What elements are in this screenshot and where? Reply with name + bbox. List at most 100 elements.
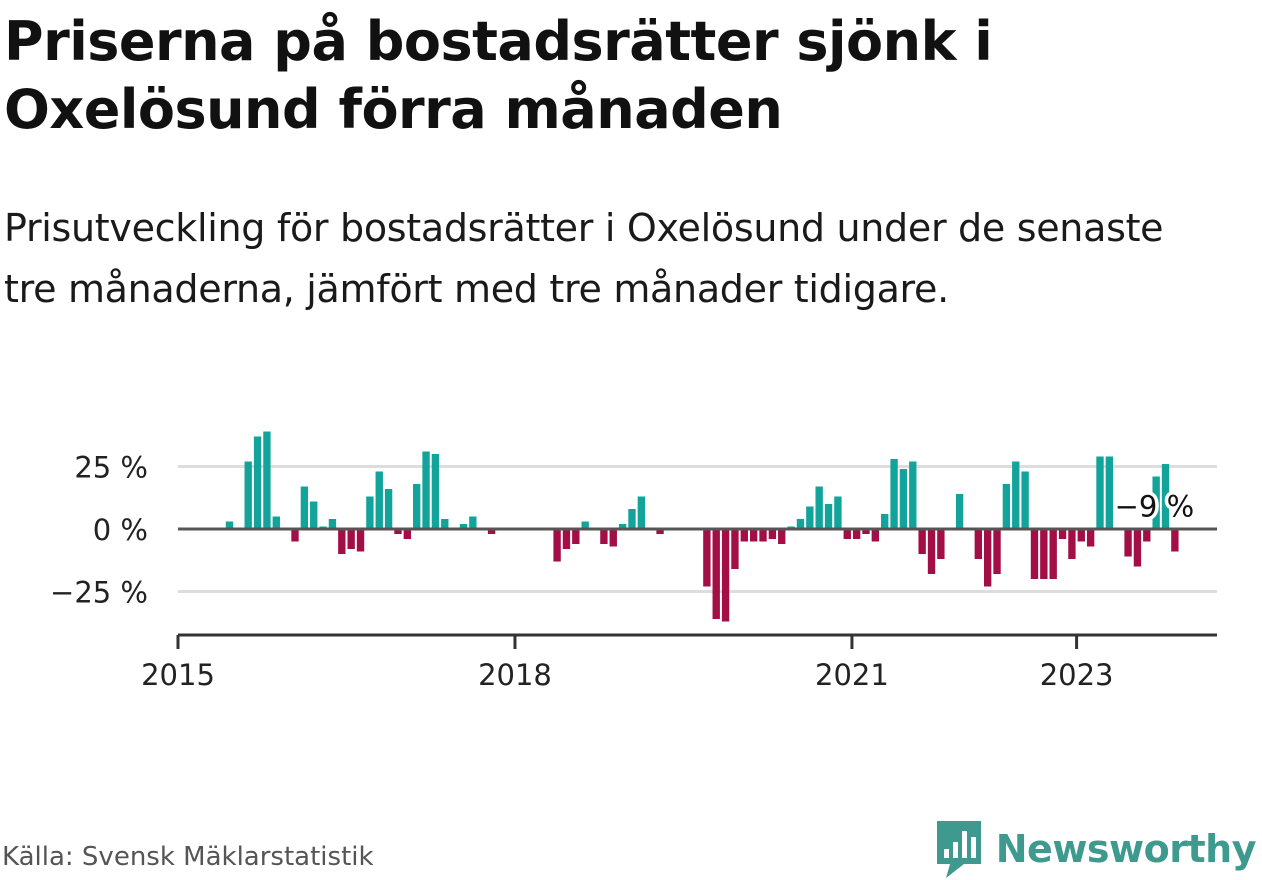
bar <box>1096 456 1104 529</box>
bar <box>955 494 964 529</box>
bar <box>413 484 421 529</box>
bar <box>356 529 365 552</box>
bar <box>572 529 580 544</box>
bar-chart: 25 % 0 % −25 % 2015 2018 2021 2023 −9 % <box>50 431 1217 692</box>
bar <box>1021 471 1029 529</box>
bar <box>328 519 337 529</box>
bar <box>656 529 664 534</box>
bar <box>796 519 805 529</box>
bar <box>1105 456 1114 529</box>
bar <box>366 496 374 529</box>
newsworthy-logo-icon <box>936 821 981 878</box>
bar <box>909 461 917 529</box>
bar <box>918 529 926 554</box>
bar <box>1030 529 1039 579</box>
annotation-label: −9 % <box>1115 490 1195 524</box>
bar <box>347 529 355 549</box>
bar <box>244 461 252 529</box>
bar <box>778 529 786 544</box>
bar <box>487 529 496 534</box>
brand-logo[interactable]: Newsworthy <box>934 818 1257 880</box>
bar <box>225 521 234 529</box>
bar <box>422 451 430 529</box>
annotation-group: −9 % <box>1111 486 1198 527</box>
bar <box>562 529 571 549</box>
bar <box>263 431 271 529</box>
bar <box>749 529 758 542</box>
bar <box>1040 529 1048 579</box>
y-tick-label: 25 % <box>74 451 148 485</box>
bar <box>1068 529 1076 559</box>
bar <box>721 529 730 622</box>
bar <box>740 529 748 542</box>
bars <box>225 431 1179 622</box>
bar <box>628 509 636 529</box>
x-axis: 2015 2018 2021 2023 <box>141 633 1217 692</box>
x-tick-label: 2023 <box>1040 658 1114 692</box>
bar <box>1152 476 1160 529</box>
bar <box>824 504 833 529</box>
bar <box>394 529 402 534</box>
bar <box>1058 529 1067 539</box>
bar <box>403 529 412 539</box>
bar <box>300 486 309 529</box>
bar <box>983 529 992 587</box>
bar <box>469 516 477 529</box>
bar <box>253 436 262 529</box>
bar <box>431 454 440 529</box>
bar <box>815 486 823 529</box>
bar <box>553 529 561 562</box>
bar <box>731 529 739 569</box>
bar <box>609 529 617 547</box>
x-tick-label: 2015 <box>141 658 215 692</box>
bar <box>806 506 814 529</box>
bar <box>459 524 468 529</box>
bar <box>871 529 880 542</box>
chart-subtitle: Prisutveckling för bostadsrätter i Oxelö… <box>4 206 1164 311</box>
bar <box>1133 529 1142 567</box>
bar <box>843 529 851 539</box>
bar <box>834 496 842 529</box>
bar <box>759 529 767 542</box>
bar <box>384 489 393 529</box>
bar <box>1161 464 1170 529</box>
bar <box>441 519 449 529</box>
bar <box>1077 529 1085 542</box>
y-tick-label: 0 % <box>93 513 148 547</box>
bar <box>993 529 1001 574</box>
bar <box>862 529 870 534</box>
bar <box>1143 529 1151 542</box>
bar <box>618 524 627 529</box>
chart-title: Priserna på bostadsrätter sjönk i Oxelös… <box>4 10 993 141</box>
x-tick-label: 2018 <box>478 658 552 692</box>
bar <box>637 496 646 529</box>
bar <box>703 529 711 587</box>
bar <box>375 471 383 529</box>
bar <box>927 529 936 574</box>
bar <box>581 521 589 529</box>
bar <box>272 516 280 529</box>
bar <box>1171 529 1179 552</box>
bar <box>852 529 861 539</box>
source-note: Källa: Svensk Mäklarstatistik <box>2 842 374 872</box>
x-tick-label: 2021 <box>815 658 889 692</box>
bar <box>937 529 945 559</box>
bar <box>1124 529 1132 557</box>
y-axis-labels: 25 % 0 % −25 % <box>50 451 148 610</box>
bar <box>881 514 889 529</box>
bar <box>1002 484 1011 529</box>
bar <box>1049 529 1057 579</box>
y-tick-label: −25 % <box>50 576 148 610</box>
bar <box>768 529 777 539</box>
brand-name: Newsworthy <box>995 827 1257 871</box>
bar <box>899 469 908 529</box>
bar <box>974 529 982 559</box>
bar <box>890 459 898 529</box>
grid-lines <box>178 465 1217 593</box>
bar <box>600 529 608 544</box>
bar <box>712 529 720 619</box>
bar <box>310 501 318 529</box>
bar <box>1086 529 1095 547</box>
bar <box>1012 461 1020 529</box>
bar <box>291 529 299 542</box>
